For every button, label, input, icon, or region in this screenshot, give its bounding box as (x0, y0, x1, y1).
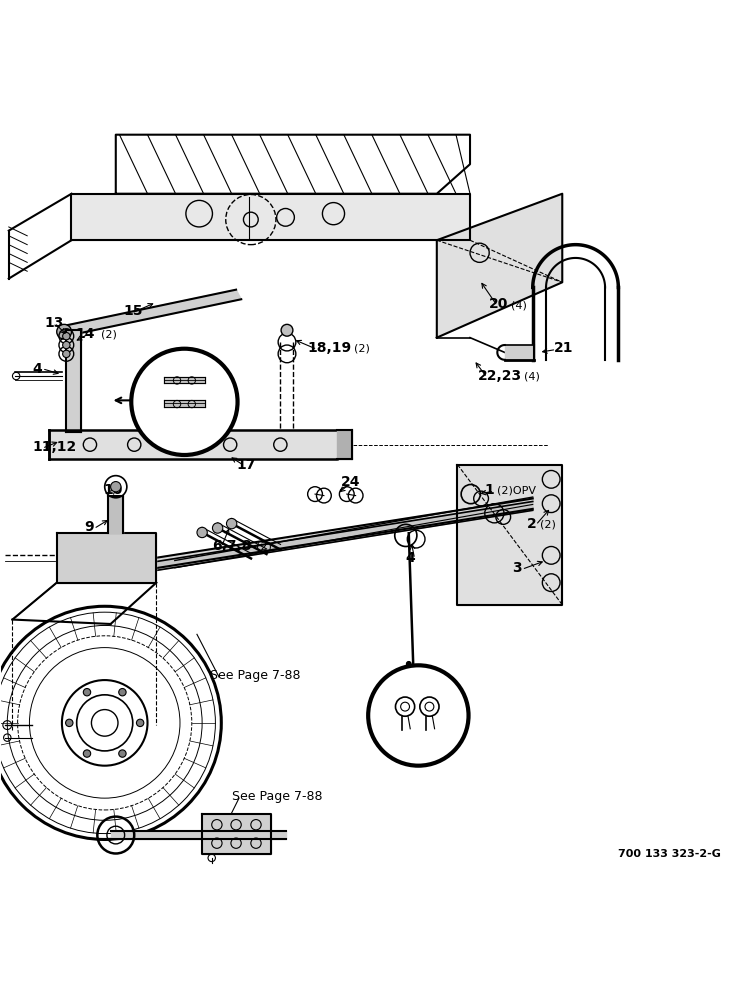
Circle shape (132, 349, 238, 455)
Text: 15: 15 (123, 304, 143, 318)
Text: (4): (4) (511, 300, 527, 310)
Text: 9: 9 (84, 520, 94, 534)
Circle shape (136, 719, 144, 727)
Circle shape (63, 332, 70, 340)
Circle shape (83, 750, 91, 757)
Text: 700 133 323-2-G: 700 133 323-2-G (618, 849, 720, 859)
Text: 18,19: 18,19 (307, 341, 352, 355)
Text: 17: 17 (236, 458, 256, 472)
Text: 13: 13 (44, 316, 64, 330)
Circle shape (119, 750, 126, 757)
Polygon shape (49, 430, 337, 459)
Circle shape (368, 665, 468, 766)
Text: 21: 21 (554, 341, 573, 355)
Text: (2): (2) (354, 344, 370, 354)
Text: 3: 3 (512, 561, 521, 575)
Polygon shape (202, 814, 271, 854)
Polygon shape (108, 496, 123, 533)
Text: 16: 16 (177, 387, 197, 401)
Text: (2): (2) (256, 541, 272, 551)
Polygon shape (67, 330, 81, 432)
Circle shape (197, 527, 207, 538)
Polygon shape (111, 831, 286, 839)
Circle shape (83, 689, 91, 696)
Circle shape (63, 341, 70, 349)
Text: 10: 10 (103, 483, 123, 497)
Text: 22,23: 22,23 (477, 369, 521, 383)
Text: (4): (4) (524, 372, 540, 382)
Polygon shape (57, 533, 156, 583)
Circle shape (111, 482, 121, 492)
Polygon shape (505, 345, 534, 360)
Circle shape (212, 523, 223, 533)
Text: 1: 1 (485, 483, 494, 497)
Text: See Page 7-88: See Page 7-88 (209, 669, 300, 682)
Circle shape (0, 606, 221, 839)
Polygon shape (437, 194, 562, 338)
Polygon shape (458, 465, 562, 605)
Text: (2): (2) (101, 330, 117, 340)
Polygon shape (164, 400, 205, 407)
Text: 20: 20 (488, 297, 508, 311)
Circle shape (57, 324, 72, 339)
Text: 24: 24 (341, 475, 361, 489)
Circle shape (66, 719, 73, 727)
Circle shape (119, 689, 126, 696)
Text: (2): (2) (540, 519, 556, 529)
Polygon shape (111, 499, 533, 575)
Text: (2)OPV: (2)OPV (497, 485, 536, 495)
Polygon shape (116, 135, 470, 194)
Polygon shape (337, 430, 352, 459)
Text: (2): (2) (408, 711, 425, 721)
Text: 6,7,8: 6,7,8 (212, 539, 251, 553)
Text: 2: 2 (527, 517, 536, 531)
Polygon shape (61, 290, 242, 336)
Text: 14: 14 (76, 327, 95, 341)
Text: 11,12: 11,12 (32, 440, 76, 454)
Circle shape (227, 518, 237, 529)
Text: See Page 7-88: See Page 7-88 (232, 790, 322, 803)
Polygon shape (164, 377, 205, 383)
Text: (2): (2) (200, 389, 216, 399)
Polygon shape (149, 501, 533, 572)
Circle shape (63, 350, 70, 358)
Circle shape (281, 324, 293, 336)
Text: 5: 5 (394, 708, 404, 722)
Text: 4: 4 (406, 551, 416, 565)
Polygon shape (72, 194, 470, 240)
Text: 4: 4 (32, 362, 42, 376)
Circle shape (407, 662, 411, 666)
